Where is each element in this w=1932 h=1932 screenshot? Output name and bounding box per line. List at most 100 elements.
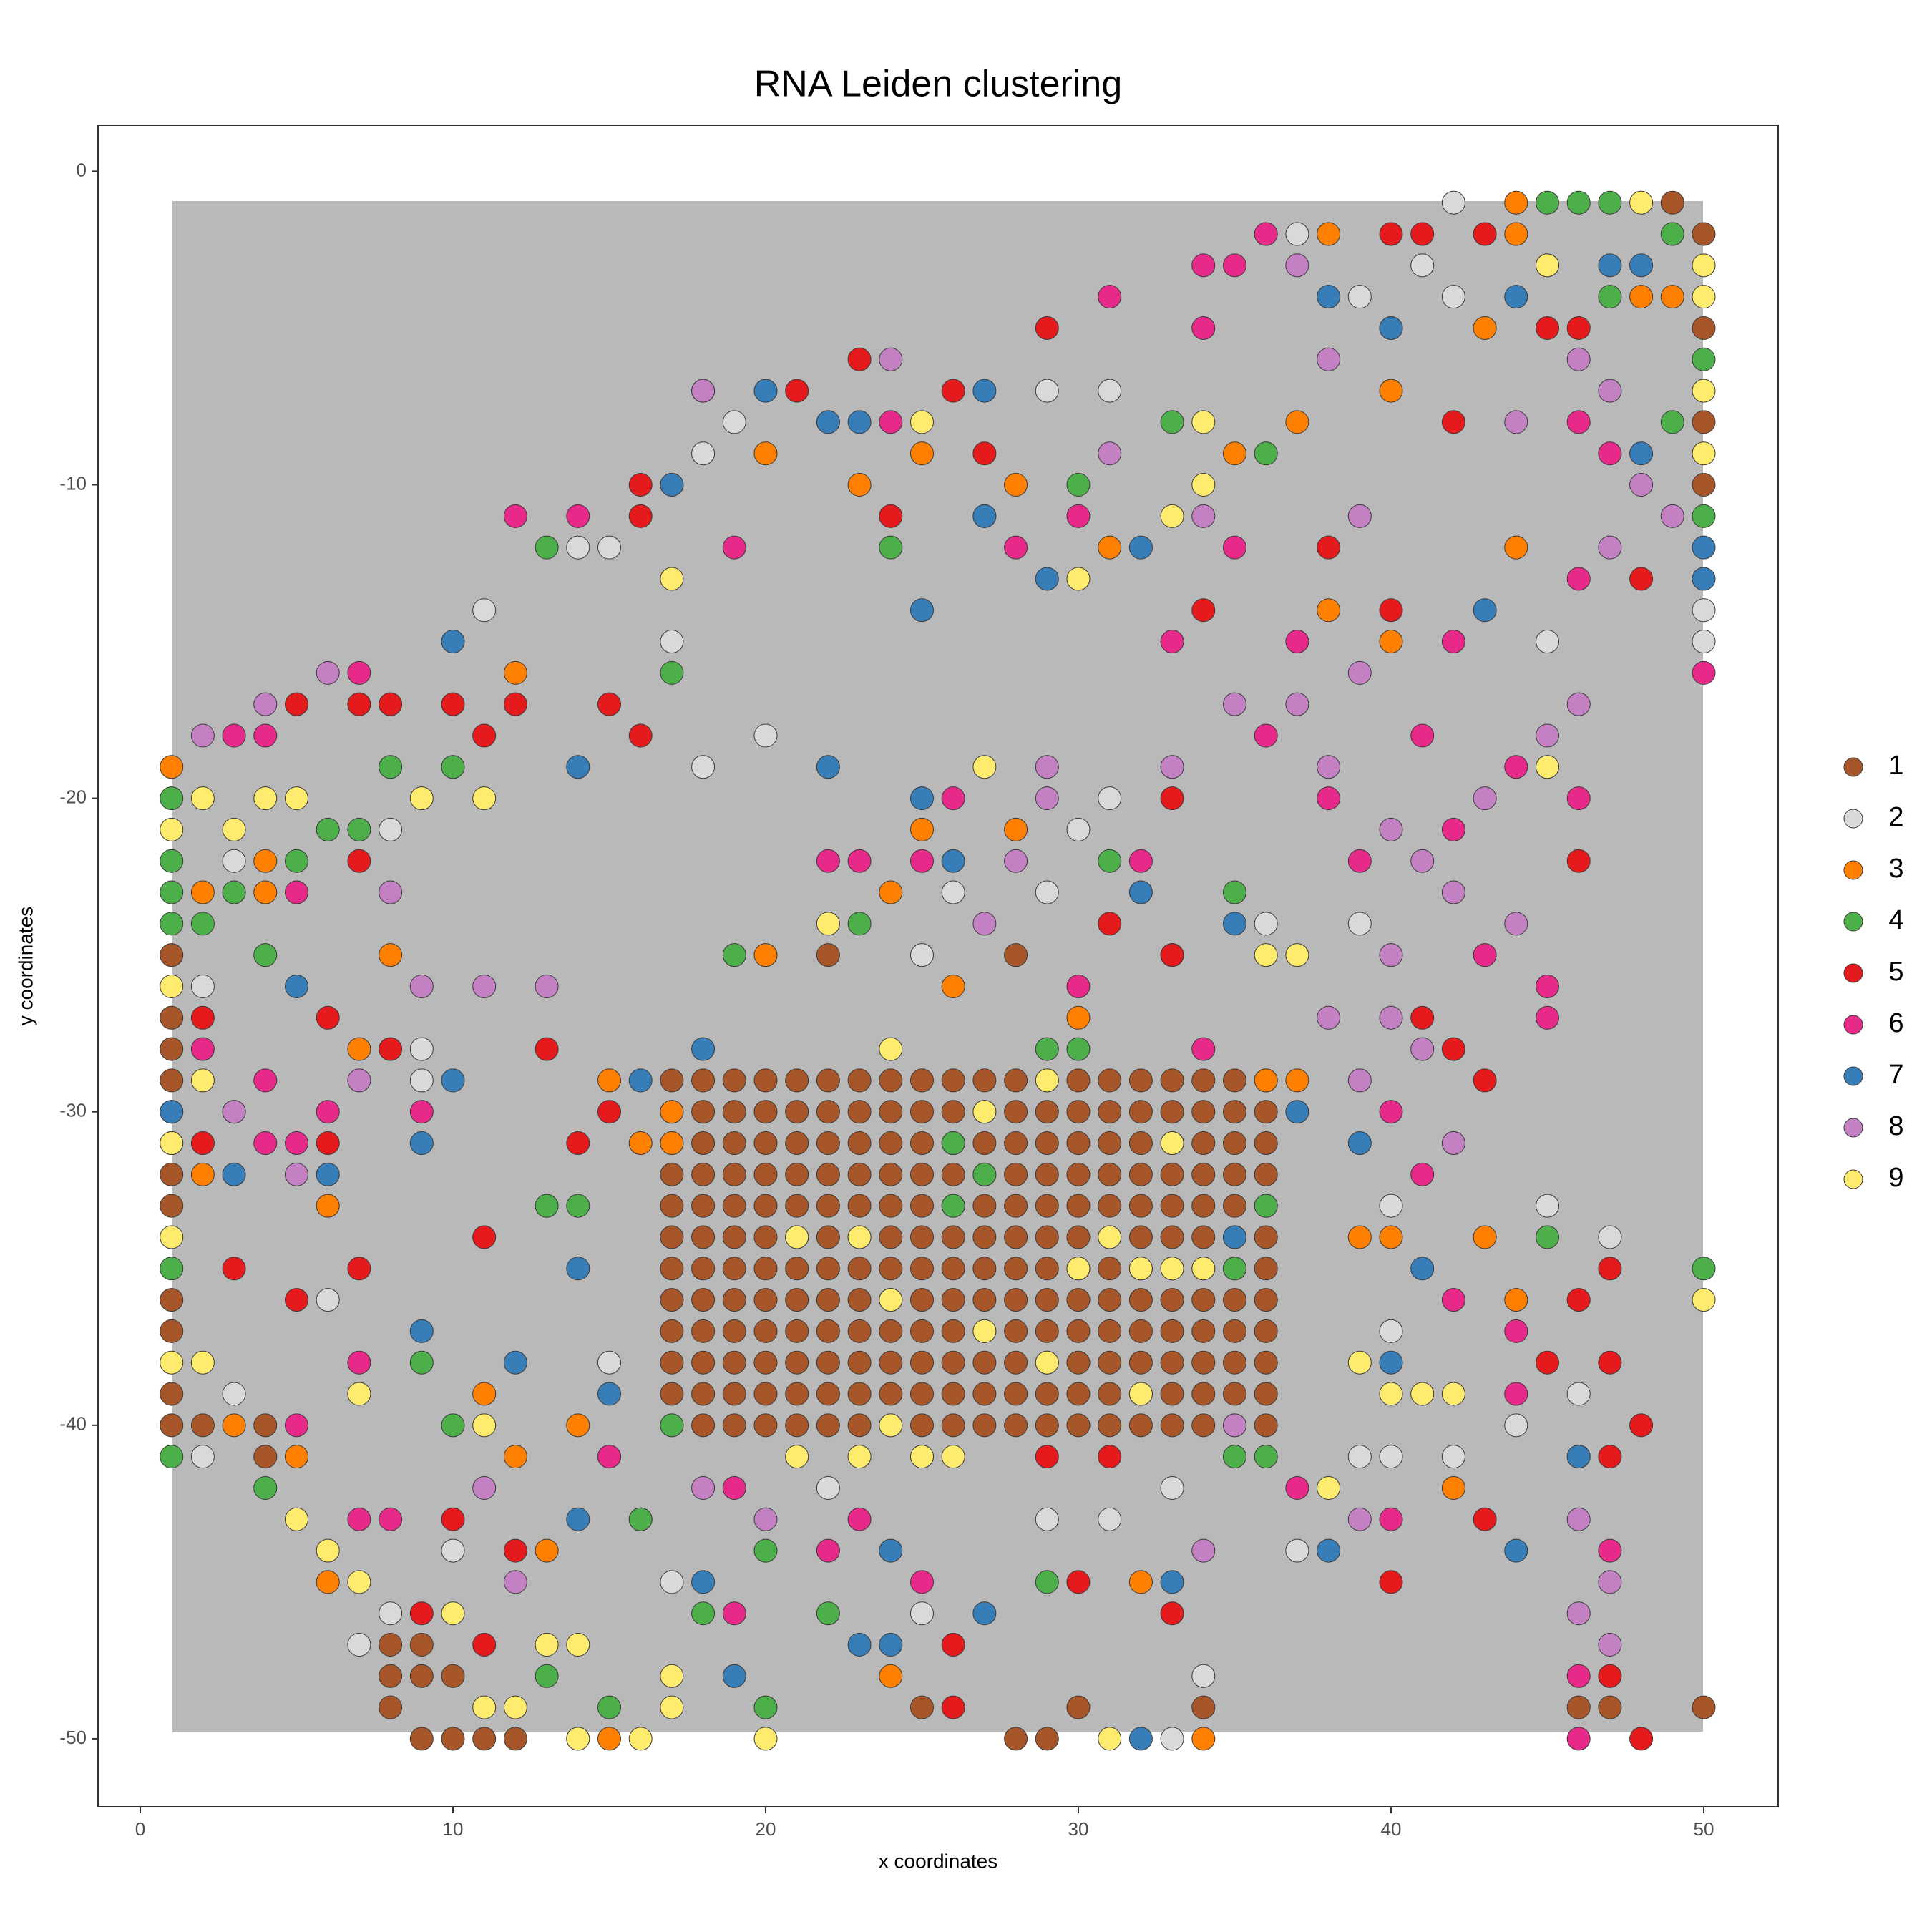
- spot: [160, 1319, 184, 1343]
- spot: [1035, 1162, 1059, 1186]
- spot: [1160, 1225, 1184, 1249]
- spot: [879, 1350, 903, 1375]
- spot: [909, 1225, 934, 1249]
- spot: [160, 817, 184, 841]
- spot: [316, 817, 340, 841]
- spot: [847, 1068, 872, 1093]
- spot: [1222, 535, 1246, 560]
- x-axis-title: x coordinates: [879, 1850, 998, 1872]
- spot: [1222, 1068, 1246, 1093]
- spot: [1504, 912, 1528, 936]
- spot: [816, 410, 840, 434]
- spot: [1629, 473, 1654, 497]
- spot: [941, 849, 965, 873]
- spot: [691, 1162, 716, 1186]
- spot: [879, 535, 903, 560]
- spot: [1598, 1445, 1622, 1469]
- spot: [284, 880, 308, 904]
- spot: [1035, 1507, 1059, 1531]
- spot: [160, 974, 184, 998]
- spot: [347, 1257, 371, 1281]
- spot: [1222, 1257, 1246, 1281]
- legend-swatch: [1843, 1015, 1863, 1035]
- spot: [441, 1601, 465, 1626]
- spot: [1160, 1100, 1184, 1124]
- spot: [1347, 912, 1372, 936]
- spot: [941, 1319, 965, 1343]
- spot: [566, 1727, 590, 1751]
- spot: [1473, 1507, 1497, 1531]
- spot: [441, 755, 465, 779]
- spot: [1191, 1319, 1216, 1343]
- spot: [409, 1319, 434, 1343]
- spot: [909, 786, 934, 811]
- spot: [628, 723, 653, 748]
- spot: [597, 1445, 621, 1469]
- spot: [441, 692, 465, 716]
- spot: [160, 880, 184, 904]
- spot: [1254, 222, 1278, 246]
- spot: [316, 1005, 340, 1030]
- spot: [1254, 1131, 1278, 1156]
- spot: [347, 1037, 371, 1061]
- spot: [722, 1413, 746, 1438]
- spot: [472, 1225, 497, 1249]
- spot: [1004, 1288, 1028, 1312]
- spot: [160, 1162, 184, 1186]
- spot: [1347, 1507, 1372, 1531]
- spot: [1222, 880, 1246, 904]
- spot: [691, 1225, 716, 1249]
- spot: [816, 1068, 840, 1093]
- spot: [1347, 1068, 1372, 1093]
- spot: [1222, 912, 1246, 936]
- spot: [1098, 786, 1122, 811]
- spot: [1535, 316, 1559, 340]
- spot: [1160, 630, 1184, 654]
- spot: [284, 1288, 308, 1312]
- spot: [1566, 567, 1591, 591]
- spot: [441, 1727, 465, 1751]
- spot: [379, 692, 403, 716]
- spot: [691, 1131, 716, 1156]
- spot: [1566, 849, 1591, 873]
- spot: [1222, 1194, 1246, 1218]
- spot: [1379, 1194, 1403, 1218]
- spot: [379, 1601, 403, 1626]
- spot: [1535, 974, 1559, 998]
- spot: [722, 1225, 746, 1249]
- spot: [379, 817, 403, 841]
- legend-swatch: [1843, 1118, 1863, 1138]
- spot: [1535, 253, 1559, 278]
- spot: [785, 1194, 809, 1218]
- spot: [1473, 943, 1497, 967]
- spot: [941, 974, 965, 998]
- spot: [1128, 1100, 1153, 1124]
- spot: [1410, 849, 1435, 873]
- spot: [316, 1131, 340, 1156]
- spot: [535, 1538, 559, 1563]
- spot: [1035, 1288, 1059, 1312]
- spot: [1441, 1475, 1465, 1500]
- spot: [1285, 1068, 1309, 1093]
- spot: [1004, 849, 1028, 873]
- spot: [253, 1413, 278, 1438]
- spot: [1035, 1257, 1059, 1281]
- spot: [1317, 285, 1341, 309]
- spot: [1692, 504, 1716, 528]
- spot: [503, 1695, 527, 1719]
- spot: [316, 1194, 340, 1218]
- spot: [1222, 1319, 1246, 1343]
- legend-swatch: [1843, 963, 1863, 983]
- spot: [1066, 504, 1091, 528]
- spot: [1066, 1695, 1091, 1719]
- spot: [253, 849, 278, 873]
- spot: [722, 1664, 746, 1688]
- spot: [1347, 1350, 1372, 1375]
- legend-swatch: [1843, 809, 1863, 829]
- spot: [597, 1068, 621, 1093]
- spot: [1566, 410, 1591, 434]
- spot: [1692, 1257, 1716, 1281]
- spot: [879, 1413, 903, 1438]
- spot: [972, 1131, 997, 1156]
- spot: [847, 1350, 872, 1375]
